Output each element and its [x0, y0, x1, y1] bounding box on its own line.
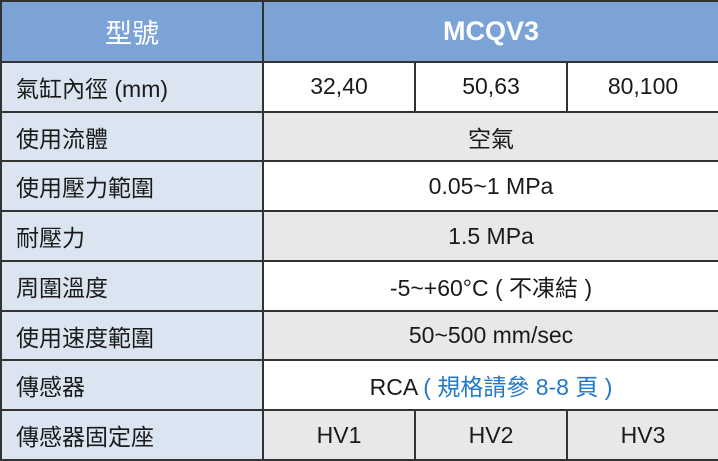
row-label: 傳感器: [0, 359, 264, 412]
cell: 50,63: [414, 60, 568, 113]
table-row: 使用流體 空氣: [0, 110, 718, 163]
sensor-value: RCA: [369, 374, 417, 401]
cell: -5~+60°C ( 不凍結 ): [261, 259, 718, 312]
cell: 32,40: [262, 60, 416, 113]
cell: HV1: [262, 409, 416, 461]
header-row: 型號 MCQV3: [0, 0, 718, 63]
cell: HV3: [565, 409, 718, 461]
table-row: 耐壓力 1.5 MPa: [0, 210, 718, 262]
row-label: 使用流體: [0, 110, 264, 163]
cell: 空氣: [261, 110, 718, 163]
row-label: 傳感器固定座: [0, 409, 264, 461]
table-row: 傳感器固定座 HV1 HV2 HV3: [0, 409, 718, 461]
table-row: 使用壓力範圍 0.05~1 MPa: [0, 160, 718, 213]
table-row: 使用速度範圍 50~500 mm/sec: [0, 309, 718, 362]
cell: 0.05~1 MPa: [261, 160, 718, 213]
table-row: 氣缸內徑 (mm) 32,40 50,63 80,100: [0, 60, 718, 113]
row-label: 耐壓力: [0, 210, 264, 262]
table-row: 傳感器 RCA ( 規格請參 8-8 頁 ): [0, 359, 718, 412]
cell: 50~500 mm/sec: [261, 309, 718, 362]
cell: RCA ( 規格請參 8-8 頁 ): [261, 359, 718, 412]
page-reference: ( 規格請參 8-8 頁 ): [416, 374, 613, 401]
row-label: 使用壓力範圍: [0, 160, 264, 213]
cell: 1.5 MPa: [261, 210, 718, 262]
header-model: MCQV3: [261, 0, 718, 63]
row-label: 周圍溫度: [0, 259, 264, 312]
cell: 80,100: [565, 60, 718, 113]
header-label: 型號: [0, 0, 264, 63]
row-label: 使用速度範圍: [0, 309, 264, 362]
row-label: 氣缸內徑 (mm): [0, 60, 264, 113]
cell: HV2: [414, 409, 568, 461]
table-row: 周圍溫度 -5~+60°C ( 不凍結 ): [0, 259, 718, 312]
